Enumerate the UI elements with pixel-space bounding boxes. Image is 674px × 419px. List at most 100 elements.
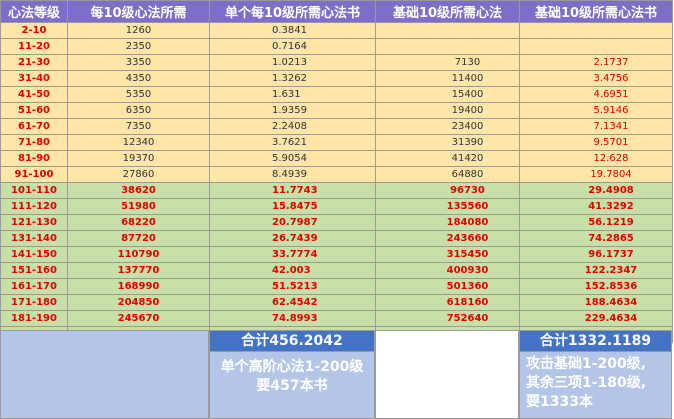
cell-level[interactable]: 91-100: [0, 166, 68, 183]
cell-books[interactable]: 1.9359: [209, 102, 376, 119]
cell-level[interactable]: 151-160: [0, 262, 68, 279]
cell-per10[interactable]: 12340: [67, 134, 210, 151]
cell-level[interactable]: 141-150: [0, 246, 68, 263]
cell-level[interactable]: 131-140: [0, 230, 68, 247]
cell-per10[interactable]: 27860: [67, 166, 210, 183]
cell-base[interactable]: 501360: [375, 278, 520, 295]
cell-per10[interactable]: 19370: [67, 150, 210, 167]
cell-per10[interactable]: 3350: [67, 54, 210, 71]
cell-level[interactable]: 111-120: [0, 198, 68, 215]
cell-per10[interactable]: 204850: [67, 294, 210, 311]
cell-base[interactable]: 184080: [375, 214, 520, 231]
cell-books[interactable]: 62.4542: [209, 294, 376, 311]
cell-base[interactable]: [375, 22, 520, 39]
cell-books[interactable]: 26.7439: [209, 230, 376, 247]
cell-books[interactable]: 0.3841: [209, 22, 376, 39]
cell-level[interactable]: 71-80: [0, 134, 68, 151]
cell-base-books[interactable]: 3.4756: [519, 70, 673, 87]
header-base-books[interactable]: 基础10级所需心法书: [519, 0, 673, 23]
summary-base-books-cell[interactable]: 合计1332.1189 攻击基础1-200级, 其余三项1-180级, 要133…: [519, 330, 672, 419]
cell-books[interactable]: 8.4939: [209, 166, 376, 183]
cell-books[interactable]: 15.8475: [209, 198, 376, 215]
cell-level[interactable]: 61-70: [0, 118, 68, 135]
cell-base-books[interactable]: 96.1737: [519, 246, 673, 263]
cell-base-books[interactable]: 5.9146: [519, 102, 673, 119]
cell-base[interactable]: 11400: [375, 70, 520, 87]
cell-per10[interactable]: 137770: [67, 262, 210, 279]
cell-base-books[interactable]: 152.8536: [519, 278, 673, 295]
cell-per10[interactable]: 5350: [67, 86, 210, 103]
cell-books[interactable]: 74.8993: [209, 310, 376, 327]
cell-per10[interactable]: 2350: [67, 38, 210, 55]
cell-base[interactable]: 41420: [375, 150, 520, 167]
cell-books[interactable]: 3.7621: [209, 134, 376, 151]
cell-books[interactable]: 2.2408: [209, 118, 376, 135]
header-level[interactable]: 心法等级: [0, 0, 68, 23]
cell-base-books[interactable]: 19.7804: [519, 166, 673, 183]
cell-base[interactable]: 315450: [375, 246, 520, 263]
cell-level[interactable]: 101-110: [0, 182, 68, 199]
cell-base[interactable]: 400930: [375, 262, 520, 279]
summary-blank-cell-2[interactable]: [375, 330, 519, 419]
cell-per10[interactable]: 6350: [67, 102, 210, 119]
cell-base-books[interactable]: 56.1219: [519, 214, 673, 231]
cell-level[interactable]: 41-50: [0, 86, 68, 103]
cell-base-books[interactable]: 188.4634: [519, 294, 673, 311]
cell-per10[interactable]: 245670: [67, 310, 210, 327]
cell-base[interactable]: 7130: [375, 54, 520, 71]
cell-base[interactable]: 243660: [375, 230, 520, 247]
cell-books[interactable]: 1.631: [209, 86, 376, 103]
cell-books[interactable]: 20.7987: [209, 214, 376, 231]
cell-base[interactable]: [375, 38, 520, 55]
cell-per10[interactable]: 1260: [67, 22, 210, 39]
cell-base-books[interactable]: 4.6951: [519, 86, 673, 103]
cell-books[interactable]: 11.7743: [209, 182, 376, 199]
cell-books[interactable]: 0.7164: [209, 38, 376, 55]
cell-level[interactable]: 11-20: [0, 38, 68, 55]
cell-books[interactable]: 1.3262: [209, 70, 376, 87]
cell-level[interactable]: 51-60: [0, 102, 68, 119]
cell-base[interactable]: 135560: [375, 198, 520, 215]
cell-level[interactable]: 21-30: [0, 54, 68, 71]
cell-books[interactable]: 1.0213: [209, 54, 376, 71]
summary-books-cell[interactable]: 合计456.2042 单个高阶心法1-200级 要457本书: [209, 330, 375, 419]
cell-base-books[interactable]: 229.4634: [519, 310, 673, 327]
cell-base[interactable]: 618160: [375, 294, 520, 311]
cell-base-books[interactable]: 122.2347: [519, 262, 673, 279]
cell-base-books[interactable]: [519, 22, 673, 39]
header-books[interactable]: 单个每10级所需心法书: [209, 0, 376, 23]
cell-per10[interactable]: 7350: [67, 118, 210, 135]
cell-base-books[interactable]: 9.5701: [519, 134, 673, 151]
cell-per10[interactable]: 68220: [67, 214, 210, 231]
cell-per10[interactable]: 110790: [67, 246, 210, 263]
cell-base[interactable]: 752640: [375, 310, 520, 327]
cell-level[interactable]: 121-130: [0, 214, 68, 231]
cell-base[interactable]: 31390: [375, 134, 520, 151]
cell-base-books[interactable]: [519, 38, 673, 55]
cell-books[interactable]: 51.5213: [209, 278, 376, 295]
cell-base-books[interactable]: 2.1737: [519, 54, 673, 71]
cell-level[interactable]: 2-10: [0, 22, 68, 39]
cell-base-books[interactable]: 29.4908: [519, 182, 673, 199]
cell-per10[interactable]: 168990: [67, 278, 210, 295]
header-per10[interactable]: 每10级心法所需: [67, 0, 210, 23]
cell-level[interactable]: 181-190: [0, 310, 68, 327]
cell-level[interactable]: 81-90: [0, 150, 68, 167]
cell-books[interactable]: 42.003: [209, 262, 376, 279]
cell-per10[interactable]: 51980: [67, 198, 210, 215]
cell-books[interactable]: 5.9054: [209, 150, 376, 167]
cell-per10[interactable]: 38620: [67, 182, 210, 199]
cell-base-books[interactable]: 12.628: [519, 150, 673, 167]
cell-level[interactable]: 171-180: [0, 294, 68, 311]
cell-level[interactable]: 161-170: [0, 278, 68, 295]
cell-base-books[interactable]: 41.3292: [519, 198, 673, 215]
cell-per10[interactable]: 4350: [67, 70, 210, 87]
summary-blank-cell[interactable]: [0, 330, 209, 419]
cell-base[interactable]: 64880: [375, 166, 520, 183]
cell-base[interactable]: 19400: [375, 102, 520, 119]
header-base[interactable]: 基础10级所需心法: [375, 0, 520, 23]
cell-per10[interactable]: 87720: [67, 230, 210, 247]
cell-base-books[interactable]: 74.2865: [519, 230, 673, 247]
cell-base[interactable]: 15400: [375, 86, 520, 103]
cell-base-books[interactable]: 7.1341: [519, 118, 673, 135]
